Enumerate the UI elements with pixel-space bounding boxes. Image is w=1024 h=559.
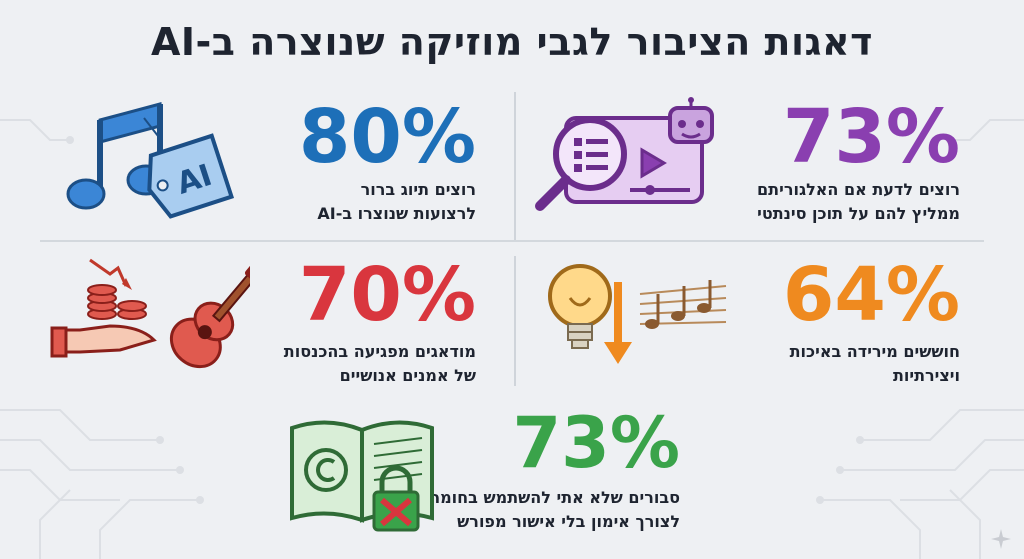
stat-desc-line1: רוצים תיוג ברור: [360, 180, 476, 199]
stat-desc-line1: רוצים לדעת אם האלגוריתם: [757, 180, 960, 199]
magnifier-robot-video-icon: [535, 97, 714, 211]
stat-desc-line2: לצורך אימון בלי אישור מפורש: [457, 512, 680, 531]
stat-quality-decline: 64% חוששים מירידה באיכות ויצירתיות: [783, 258, 960, 388]
stat-desc-line2: של אמנים אנושיים: [339, 366, 476, 385]
stat-training-consent: 73% סבורים שלא אתי להשתמש בחומר לצורך אי…: [430, 408, 680, 534]
divider-vertical-middle: [514, 256, 516, 386]
copyright-book-lock-icon: [290, 420, 434, 532]
sparkle-icon: [991, 529, 1011, 549]
stat-algorithm-disclosure: 73% רוצים לדעת אם האלגוריתם ממליץ להם על…: [757, 100, 960, 226]
stat-desc-line1: חוששים מירידה באיכות: [789, 342, 960, 361]
stat-desc-line1: סבורים שלא אתי להשתמש בחומר: [430, 488, 680, 507]
stat-value: 70%: [298, 252, 476, 338]
stat-desc-line2: לרצועות שנוצרו ב-AI: [317, 204, 476, 223]
stat-desc-line2: ויצירתיות: [892, 366, 960, 385]
stat-value: 80%: [298, 94, 476, 180]
stat-value: 73%: [512, 402, 680, 484]
music-note-ai-tag-icon: AI: [66, 102, 235, 219]
page-title: דאגות הציבור לגבי מוזיקה שנוצרה ב-AI: [150, 20, 874, 64]
stat-ai-labeling: 80% רוצים תיוג ברור לרצועות שנוצרו ב-AI: [299, 100, 476, 226]
stat-desc-line1: מודאגים מפגיעה בהכנסות: [283, 342, 476, 361]
stat-value: 64%: [782, 252, 960, 338]
divider-vertical-top: [514, 92, 516, 240]
stat-value: 73%: [782, 94, 960, 180]
stat-artist-income: 70% מודאגים מפגיעה בהכנסות של אמנים אנוש…: [284, 258, 476, 388]
divider-horizontal: [40, 240, 984, 242]
lightbulb-down-arrow-notes-icon: [548, 264, 727, 364]
stat-desc-line2: ממליץ להם על תוכן סינתטי: [757, 204, 960, 223]
hand-coins-guitar-icon: [50, 258, 250, 369]
